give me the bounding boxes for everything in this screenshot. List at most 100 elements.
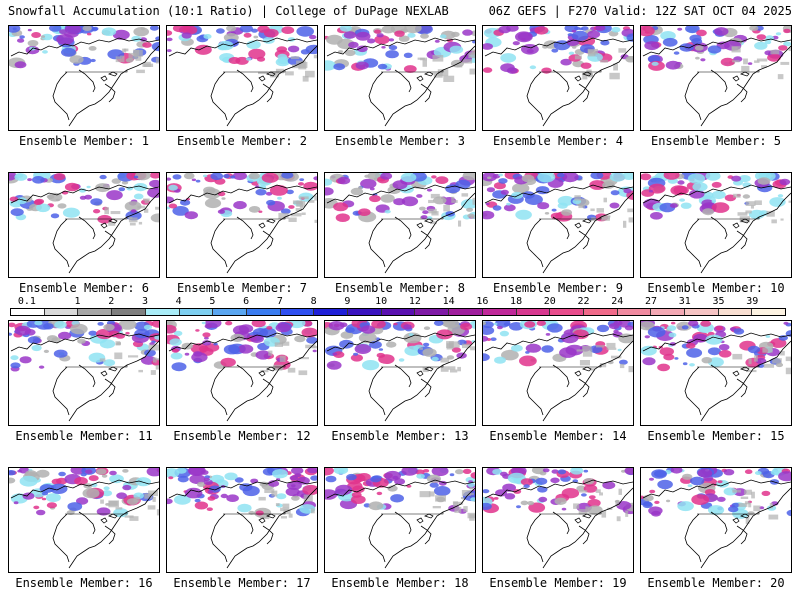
snow-area — [606, 342, 616, 348]
snow-area — [258, 71, 269, 75]
snow-area — [778, 45, 788, 51]
snow-area — [462, 59, 473, 64]
great-lakes — [416, 218, 434, 229]
colorbar-swatch — [550, 309, 584, 315]
ensemble-member-label: Ensemble Member: 1 — [18, 134, 150, 148]
snow-area — [666, 325, 677, 331]
snow-area — [733, 193, 741, 198]
snow-area — [587, 48, 598, 55]
snow-area — [590, 173, 604, 180]
snow-area — [539, 471, 547, 476]
snow-area — [143, 198, 150, 201]
snow-area — [483, 326, 495, 335]
ensemble-member-map-5 — [640, 25, 792, 131]
snow-area — [666, 499, 671, 503]
snow-area — [415, 469, 425, 475]
snow-area — [761, 490, 771, 496]
snow-area — [641, 26, 655, 37]
snow-area — [460, 199, 475, 209]
us-canada-border — [65, 512, 128, 515]
snow-area — [64, 26, 82, 35]
snow-area — [458, 220, 462, 227]
colorbar-swatch — [617, 309, 652, 315]
snow-area — [203, 186, 216, 194]
snow-area — [325, 187, 334, 196]
colorbar-tick-label: 7 — [276, 296, 283, 307]
snow-area — [714, 27, 729, 36]
snow-area — [542, 468, 550, 473]
snow-area — [106, 190, 123, 201]
colorbar-swatch — [314, 309, 349, 315]
snow-area — [381, 46, 386, 49]
snow-area — [167, 498, 173, 505]
us-canada-border — [223, 70, 286, 73]
snow-area — [470, 346, 475, 351]
snow-area — [756, 58, 768, 62]
us-canada-border — [223, 512, 286, 515]
ensemble-member-map-17 — [166, 467, 318, 573]
snow-area — [189, 474, 206, 484]
colorbar-swatch — [718, 309, 753, 315]
snow-area — [520, 500, 529, 506]
snow-area — [173, 330, 183, 336]
snow-area — [220, 493, 228, 499]
snow-area — [520, 478, 533, 486]
us-canada-border — [539, 70, 602, 73]
snow-area — [711, 202, 730, 213]
coastline — [168, 37, 317, 127]
snow-area — [62, 207, 80, 218]
snow-area — [308, 200, 315, 203]
ensemble-member-map-4 — [482, 25, 634, 131]
snow-area — [387, 485, 398, 492]
snow-area — [302, 75, 309, 82]
snow-area — [728, 506, 739, 513]
snow-area — [467, 482, 475, 488]
snow-area — [541, 345, 554, 353]
snow-area — [765, 335, 771, 338]
snow-area — [509, 322, 524, 331]
snow-area — [50, 213, 60, 219]
great-lakes — [416, 71, 434, 82]
ensemble-member-map-16 — [8, 467, 160, 573]
snow-area — [483, 353, 490, 362]
snow-area — [497, 325, 503, 330]
map-canvas — [483, 173, 633, 274]
snow-area — [14, 61, 27, 69]
snow-area — [150, 213, 159, 223]
great-lakes — [574, 71, 592, 82]
snow-area — [275, 57, 290, 67]
us-canada-border — [697, 512, 760, 515]
ensemble-member-label: Ensemble Member: 19 — [489, 576, 627, 590]
colorbar-tick-label: 3 — [141, 296, 148, 307]
snow-area — [167, 177, 172, 181]
us-canada-border — [697, 217, 760, 220]
snow-area — [36, 469, 50, 478]
snow-area — [662, 37, 678, 47]
snow-area — [641, 345, 657, 356]
snow-area — [431, 175, 437, 179]
snow-area — [118, 187, 126, 192]
snow-area — [702, 208, 714, 216]
snow-area — [440, 366, 449, 372]
snow-area — [451, 196, 455, 200]
ensemble-member-map-15 — [640, 320, 792, 426]
ensemble-member-map-9 — [482, 172, 634, 278]
snow-area — [651, 61, 659, 66]
colorbar-scale — [10, 308, 786, 316]
colorbar-tick-label: 0.1 — [17, 296, 36, 307]
snow-area — [333, 63, 345, 71]
snow-area — [113, 508, 129, 518]
snow-area — [697, 468, 713, 478]
snow-area — [354, 344, 372, 354]
snow-area — [748, 502, 752, 508]
snow-area — [171, 348, 179, 353]
snow-area — [255, 188, 267, 196]
snow-area — [463, 506, 468, 512]
ensemble-member-label: Ensemble Member: 9 — [492, 281, 624, 295]
snow-area — [401, 468, 418, 476]
snow-area — [456, 65, 463, 68]
snow-area — [450, 369, 458, 373]
coastline — [484, 479, 633, 569]
snow-area — [226, 494, 239, 502]
snow-area — [167, 324, 177, 334]
